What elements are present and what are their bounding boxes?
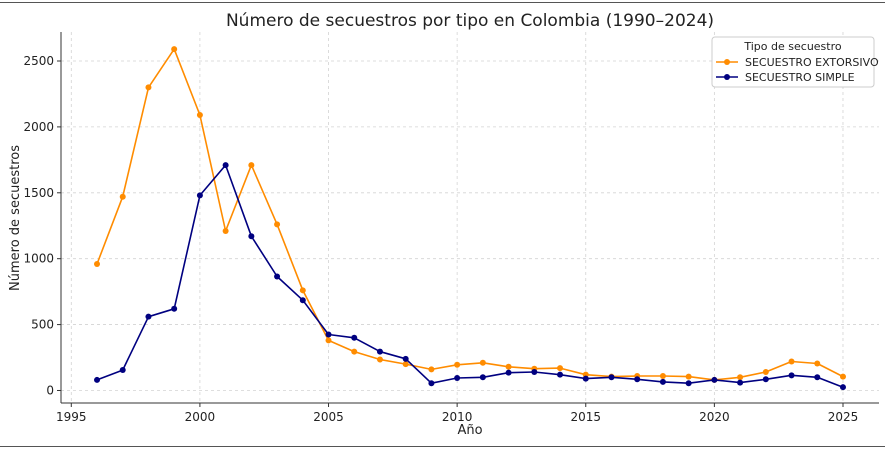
data-point <box>762 369 769 376</box>
data-point <box>222 162 229 169</box>
data-point <box>428 380 435 387</box>
data-point <box>145 84 152 91</box>
data-point <box>685 380 692 387</box>
data-point <box>737 374 744 381</box>
data-point <box>196 112 203 119</box>
data-point <box>171 305 178 312</box>
x-tick-label: 2000 <box>185 410 216 424</box>
data-point <box>557 365 564 372</box>
bottom-rule <box>0 446 885 447</box>
data-point <box>454 374 461 381</box>
legend-label-extorsivo: SECUESTRO EXTORSIVO <box>745 56 879 69</box>
data-point <box>659 378 666 385</box>
data-point <box>196 192 203 199</box>
y-tick-label: 1500 <box>23 186 54 200</box>
y-tick-label: 2500 <box>23 54 54 68</box>
data-point <box>351 334 358 341</box>
data-point <box>557 371 564 378</box>
data-point <box>788 372 795 379</box>
legend-marker-extorsivo <box>724 59 730 65</box>
series <box>94 46 846 391</box>
top-rule <box>0 2 885 3</box>
data-point <box>479 359 486 366</box>
data-point <box>608 374 615 381</box>
data-point <box>248 162 255 169</box>
data-point <box>634 376 641 383</box>
data-point <box>376 356 383 363</box>
data-point <box>171 46 178 53</box>
data-point <box>711 376 718 383</box>
legend-entry-extorsivo: SECUESTRO EXTORSIVO <box>716 56 879 69</box>
data-point <box>299 287 306 294</box>
data-point <box>479 374 486 381</box>
x-axis-label: Año <box>457 423 482 438</box>
axes <box>57 32 879 407</box>
data-point <box>94 376 101 383</box>
data-point <box>454 361 461 368</box>
y-tick-label: 1000 <box>23 252 54 266</box>
data-point <box>814 360 821 367</box>
x-tick-label: 2010 <box>442 410 473 424</box>
data-point <box>762 376 769 383</box>
data-point <box>274 273 281 280</box>
data-point <box>145 313 152 320</box>
legend-title: Tipo de secuestro <box>743 40 842 53</box>
data-point <box>351 348 358 355</box>
data-point <box>428 366 435 373</box>
series-simple <box>94 162 846 391</box>
data-point <box>94 260 101 267</box>
chart-title: Número de secuestros por tipo en Colombi… <box>226 11 714 31</box>
data-point <box>119 367 126 374</box>
x-tick-label: 2020 <box>699 410 730 424</box>
series-extorsivo <box>94 46 846 383</box>
data-point <box>325 337 332 344</box>
legend-entry-simple: SECUESTRO SIMPLE <box>716 71 855 84</box>
data-point <box>274 221 281 228</box>
legend-label-simple: SECUESTRO SIMPLE <box>745 71 855 84</box>
data-point <box>505 363 512 370</box>
x-tick-label: 2005 <box>313 410 344 424</box>
grid <box>61 32 879 403</box>
legend-marker-simple <box>724 74 730 80</box>
legend: Tipo de secuestro SECUESTRO EXTORSIVO SE… <box>711 36 879 88</box>
x-tick-label: 2025 <box>828 410 859 424</box>
data-point <box>531 369 538 376</box>
y-tick-label: 0 <box>46 383 54 397</box>
x-tick-label: 1995 <box>56 410 87 424</box>
data-point <box>582 375 589 382</box>
y-tick-label: 500 <box>31 318 54 332</box>
data-point <box>839 373 846 380</box>
data-point <box>685 373 692 380</box>
legend-box <box>711 36 875 88</box>
data-point <box>402 361 409 368</box>
data-point <box>119 193 126 200</box>
series-line <box>96 164 844 388</box>
data-point <box>222 228 229 235</box>
data-point <box>788 358 795 365</box>
data-point <box>299 297 306 304</box>
data-point <box>402 355 409 362</box>
tick-labels: 1995 2000 2005 2010 2015 2020 2025 0 500 1000 1500… <box>23 54 858 424</box>
data-point <box>248 233 255 240</box>
data-point <box>376 348 383 355</box>
data-point <box>505 369 512 376</box>
series-line <box>96 48 844 381</box>
data-point <box>659 372 666 379</box>
data-point <box>839 384 846 391</box>
data-point <box>325 331 332 338</box>
y-axis-label: Número de secuestros <box>8 145 23 291</box>
x-tick-label: 2015 <box>570 410 601 424</box>
data-point <box>814 374 821 381</box>
data-point <box>737 379 744 386</box>
y-tick-label: 2000 <box>23 120 54 134</box>
